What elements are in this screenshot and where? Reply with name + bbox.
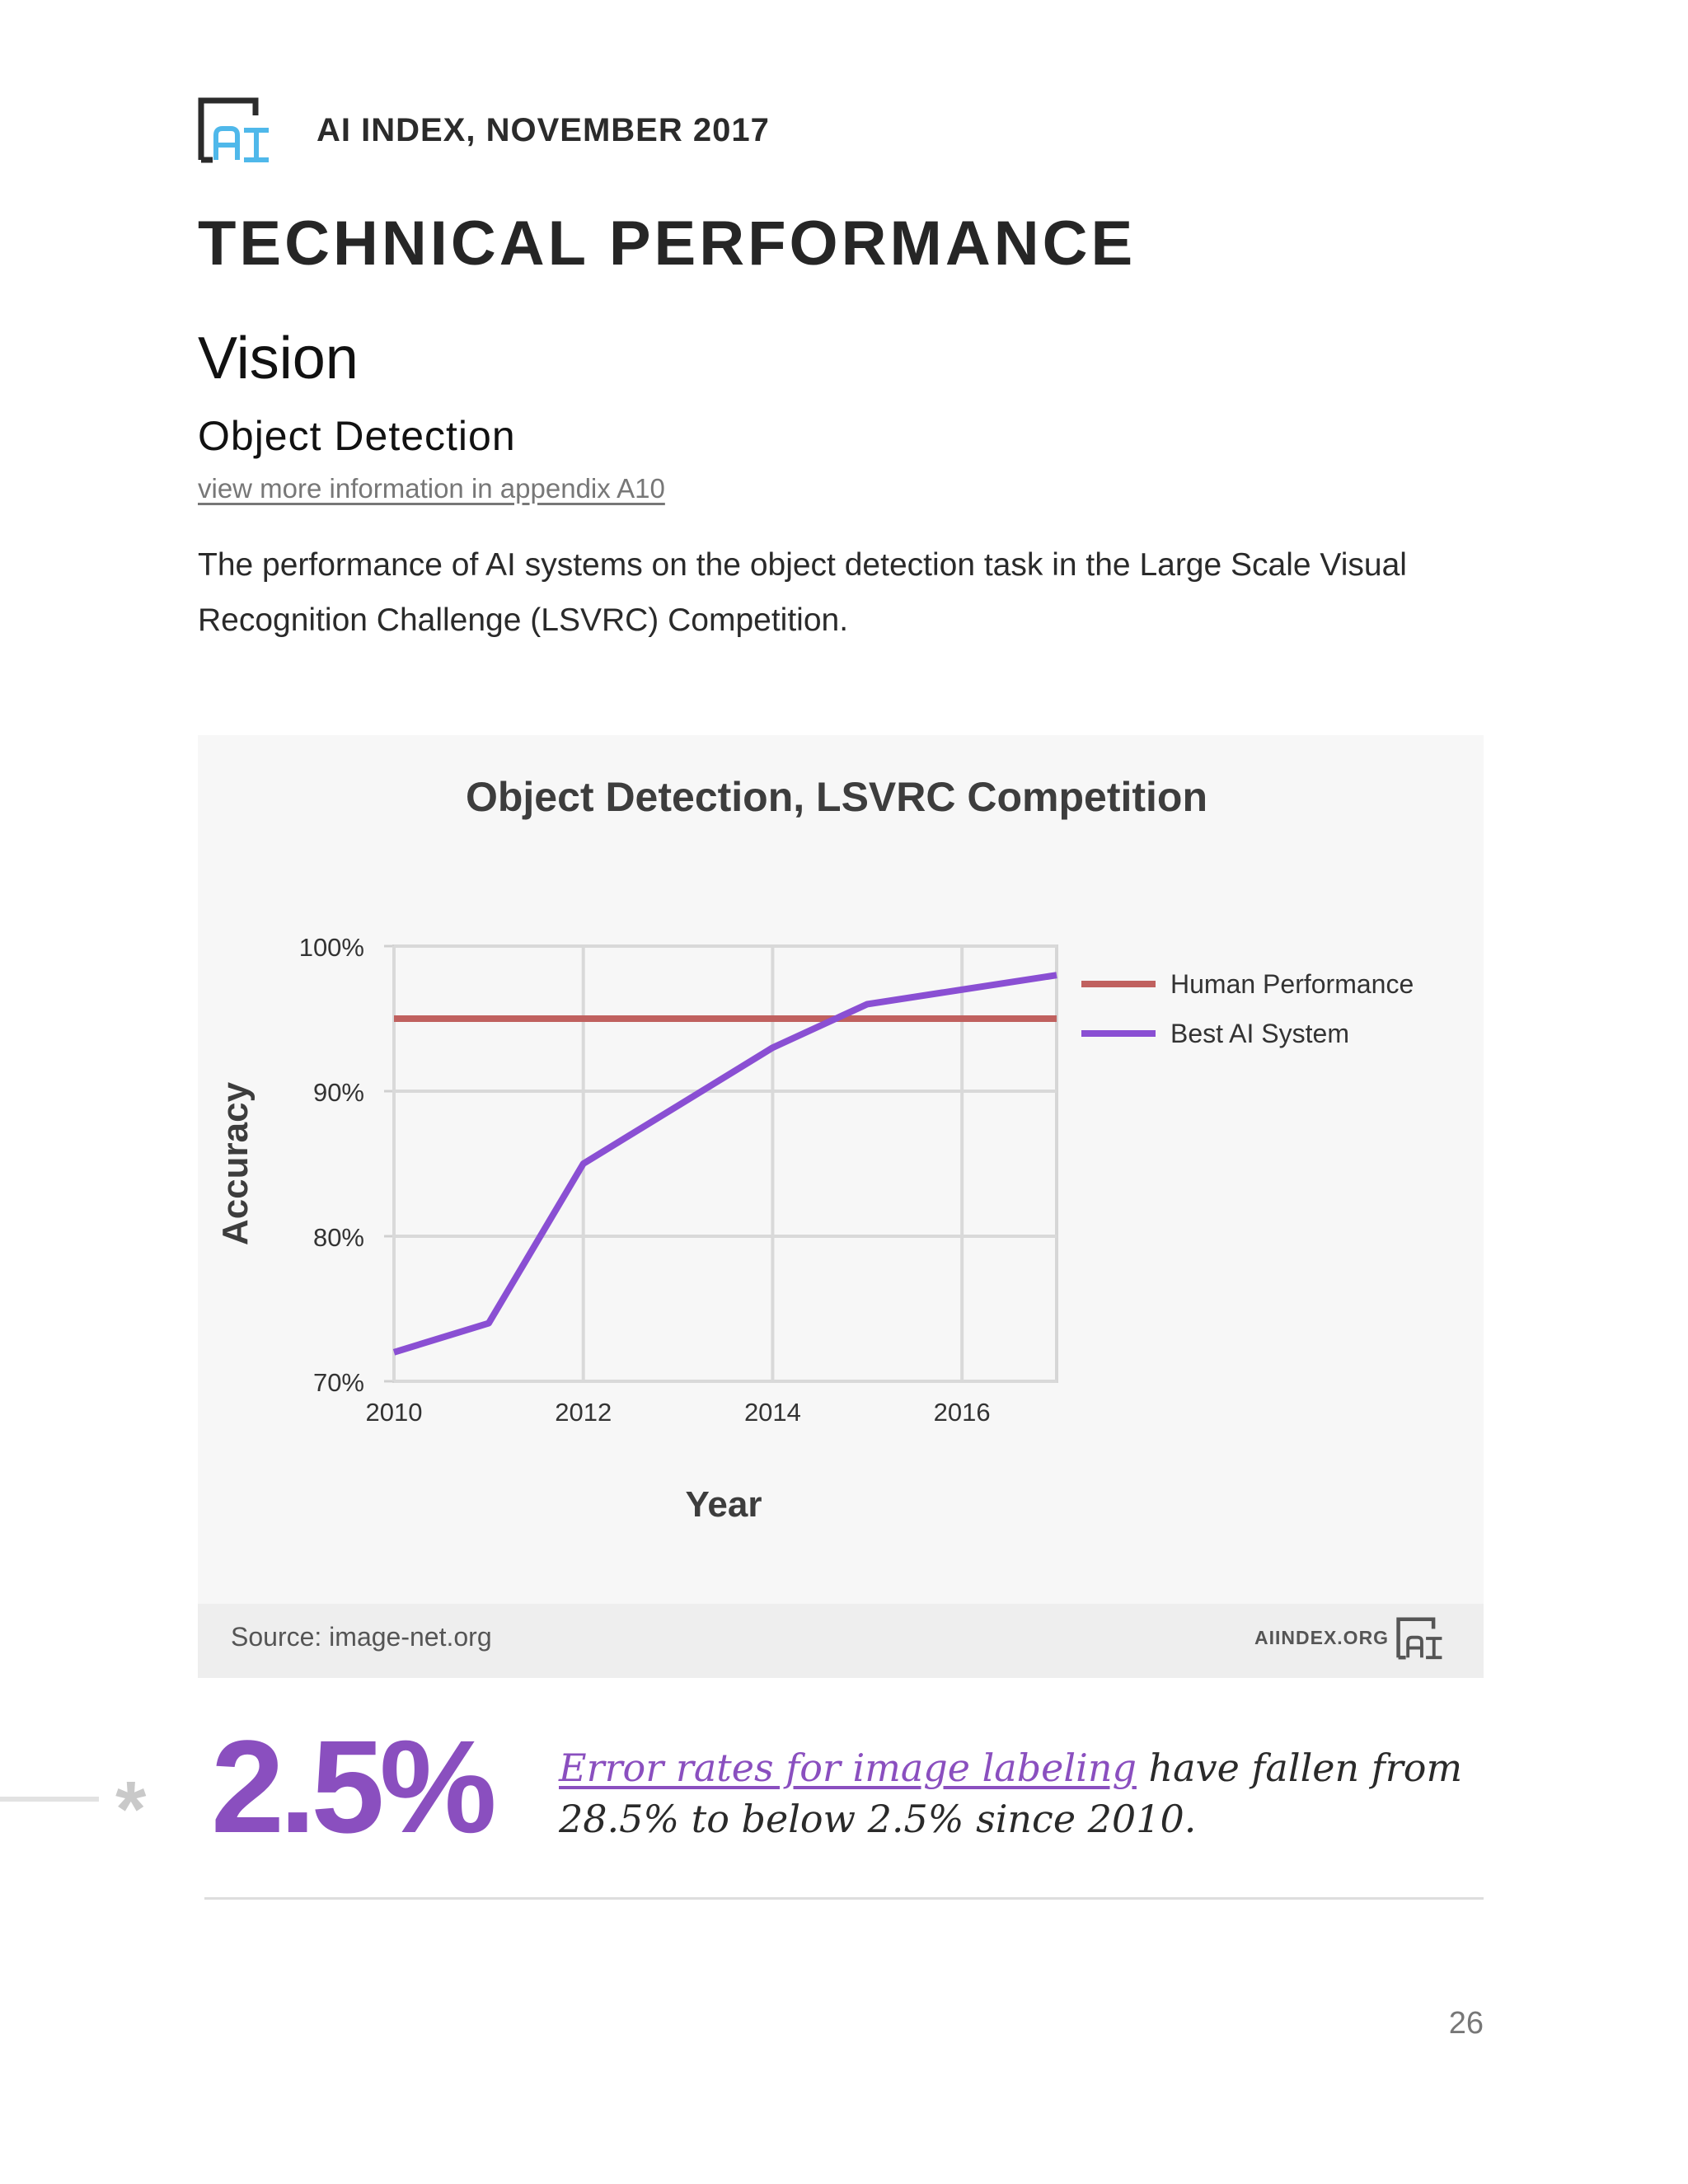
x-tick-label: 2014	[744, 1398, 801, 1427]
page-number: 26	[1448, 2006, 1484, 2041]
x-tick-label: 2010	[366, 1398, 423, 1427]
x-axis-label: Year	[686, 1484, 762, 1525]
y-tick-label: 90%	[313, 1078, 364, 1107]
x-tick-label: 2016	[934, 1398, 991, 1427]
ai-index-footer-logo-icon	[1396, 1617, 1442, 1660]
chart-legend: Human Performance Best AI System	[1081, 969, 1414, 1048]
best-ai-system-line	[392, 972, 1057, 1356]
y-tick-label: 70%	[313, 1368, 364, 1397]
highlight-text: Error rates for image labeling have fall…	[559, 1742, 1465, 1844]
report-header-label: AI INDEX, NOVEMBER 2017	[316, 112, 770, 148]
chart-title: Object Detection, LSVRC Competition	[466, 774, 1207, 820]
x-tick-label: 2012	[555, 1398, 612, 1427]
chart-ticks: 70% 80% 90% 100% 2010 2012 2014 2016	[299, 933, 991, 1427]
appendix-link[interactable]: view more information in appendix A10	[198, 473, 665, 504]
object-detection-chart: Object Detection, LSVRC Competition 70% 8…	[215, 774, 1414, 1525]
y-tick-label: 80%	[313, 1223, 364, 1252]
description-paragraph: The performance of AI systems on the obj…	[198, 547, 1407, 638]
footer-site-link[interactable]: AIINDEX.ORG	[1254, 1627, 1390, 1648]
legend-label-human-performance: Human Performance	[1170, 969, 1414, 999]
section-title: TECHNICAL PERFORMANCE	[198, 209, 1137, 279]
highlight-link[interactable]: Error rates for image labeling	[559, 1746, 1137, 1790]
topic-title: Object Detection	[198, 413, 516, 459]
subsection-title: Vision	[198, 326, 359, 391]
ai-index-logo-icon	[198, 97, 269, 163]
highlight-stat-value: 2.5%	[211, 1713, 497, 1860]
highlight-rule	[0, 1797, 99, 1802]
bottom-divider	[204, 1897, 1484, 1900]
legend-label-best-ai-system: Best AI System	[1170, 1019, 1349, 1048]
chart-grid	[384, 944, 1058, 1383]
chart-series	[392, 972, 1057, 1356]
highlight-text-rest: have fallen from 28.5% to below 2.5% sin…	[559, 1746, 1463, 1841]
chart-footer	[198, 1604, 1484, 1678]
asterisk-icon: *	[115, 1765, 147, 1854]
chart-source: Source: image-net.org	[231, 1622, 492, 1652]
y-tick-label: 100%	[299, 933, 364, 962]
y-axis-label: Accuracy	[215, 1081, 256, 1245]
